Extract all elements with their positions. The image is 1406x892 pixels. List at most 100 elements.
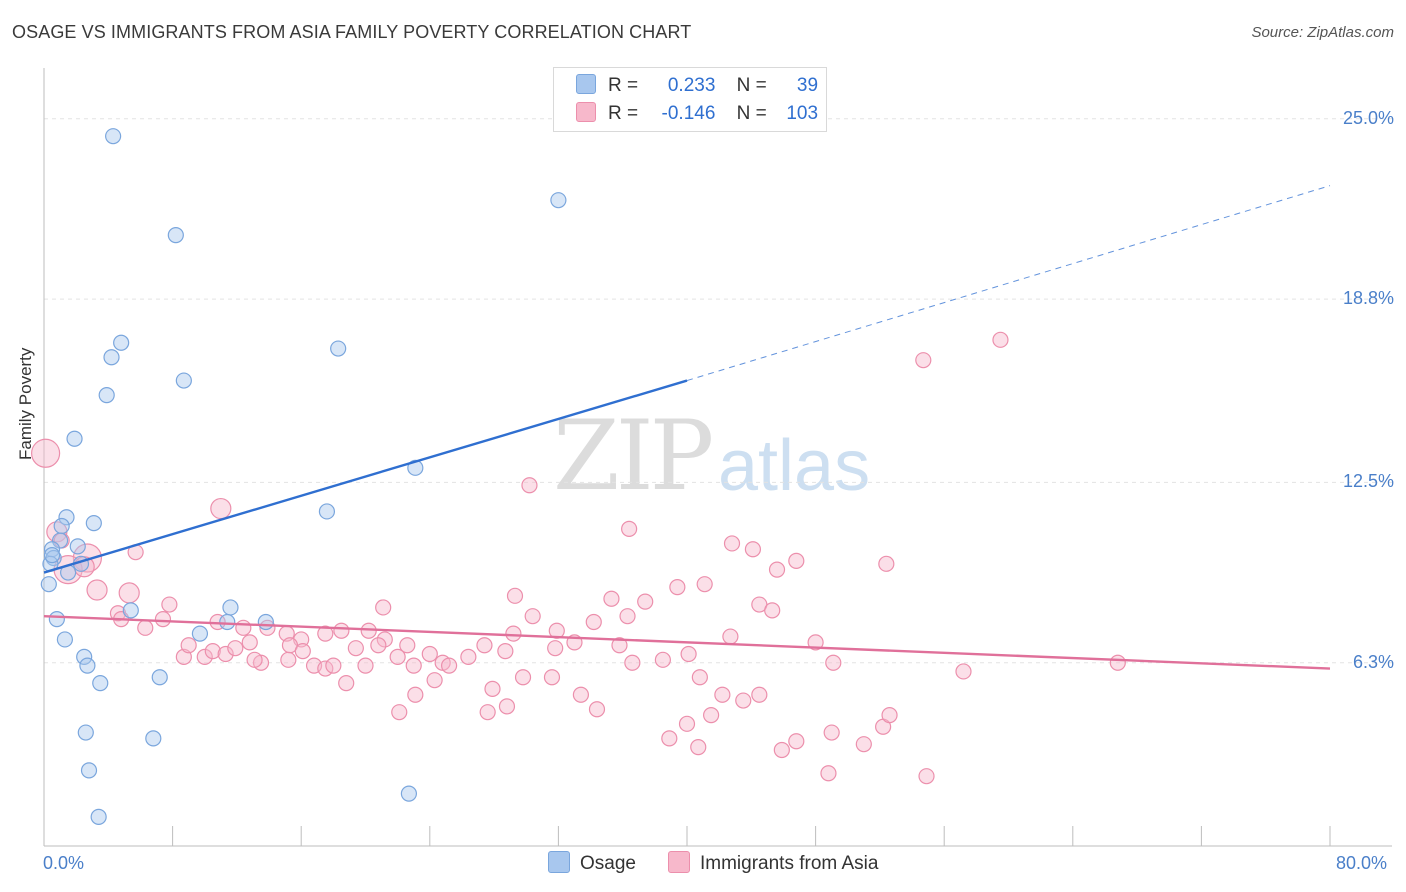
chart-title: OSAGE VS IMMIGRANTS FROM ASIA FAMILY POV…: [12, 22, 692, 42]
immigrants-point: [735, 692, 752, 709]
immigrants-point: [505, 625, 522, 642]
immigrants-point: [637, 593, 654, 610]
osage-point: [145, 730, 162, 747]
n-label: N =: [736, 75, 767, 96]
osage-trend-extension: [686, 185, 1331, 382]
immigrants-point: [460, 648, 477, 666]
osage-point: [175, 372, 192, 389]
immigrants-point: [855, 736, 872, 753]
legend-row-asia: R = -0.146 N = 103: [576, 101, 818, 127]
immigrants-point: [723, 535, 741, 552]
osage-legend-label: Osage: [580, 853, 636, 874]
immigrants-point: [498, 698, 516, 715]
trend-lines: [43, 185, 1331, 670]
immigrants-point: [751, 686, 768, 703]
immigrants-point: [204, 642, 221, 660]
immigrants-point: [484, 680, 501, 698]
asia-legend-icon: [668, 851, 690, 873]
immigrants-point: [210, 497, 232, 520]
axes: [43, 68, 1392, 847]
immigrants-point: [603, 590, 620, 607]
osage-r-value: 0.233: [667, 75, 716, 96]
immigrants-point: [773, 741, 790, 759]
immigrants-point: [1109, 654, 1126, 671]
immigrants-point: [86, 579, 108, 601]
immigrants-point: [479, 704, 496, 721]
immigrants-point: [992, 331, 1009, 348]
y-tick-label: 25.0%: [1342, 107, 1394, 128]
osage-point: [90, 808, 107, 826]
r-label: R =: [608, 103, 639, 124]
osage-point: [98, 386, 115, 404]
bottom-legend-osage[interactable]: Osage: [548, 851, 636, 875]
osage-point: [407, 459, 424, 476]
immigrants-points: [31, 331, 1126, 785]
immigrants-point: [426, 672, 443, 689]
immigrants-point: [669, 578, 686, 596]
immigrants-point: [421, 645, 438, 663]
y-tick-label: 6.3%: [1352, 651, 1394, 672]
immigrants-point: [407, 686, 424, 703]
immigrants-point: [543, 669, 561, 686]
osage-point: [400, 785, 418, 802]
immigrants-point: [825, 654, 842, 671]
correlation-legend: R = 0.233 N = 39 R = -0.146 N = 103: [553, 67, 827, 132]
y-axis-title: Family Poverty: [16, 347, 35, 460]
immigrants-point: [514, 669, 532, 686]
x-tick-label-max: 80.0%: [1336, 853, 1388, 873]
osage-n-value: 39: [796, 75, 819, 96]
immigrants-trend-line: [43, 614, 1331, 670]
immigrants-point: [246, 651, 263, 668]
osage-point: [167, 226, 184, 244]
immigrants-point: [915, 352, 932, 369]
immigrants-point: [807, 634, 824, 651]
y-tick-label: 18.8%: [1342, 288, 1394, 309]
osage-point: [48, 610, 65, 628]
immigrants-point: [521, 477, 538, 494]
immigrants-point: [196, 648, 213, 666]
immigrants-point: [611, 637, 628, 654]
watermark-atlas: atlas: [718, 426, 871, 506]
immigrants-point: [280, 651, 297, 668]
legend-row-osage: R = 0.233 N = 39: [576, 73, 818, 99]
immigrants-point: [497, 642, 514, 660]
osage-point: [58, 509, 75, 526]
osage-point: [76, 648, 93, 666]
osage-points: [40, 128, 567, 826]
immigrants-point: [375, 599, 392, 616]
immigrants-point: [588, 701, 606, 718]
osage-point: [113, 334, 130, 351]
osage-point: [550, 192, 567, 209]
immigrants-point: [31, 438, 61, 468]
osage-point: [257, 613, 274, 631]
watermark-zip: ZIP: [553, 400, 714, 512]
osage-point: [40, 576, 57, 593]
immigrants-point: [476, 637, 493, 654]
immigrants-point: [370, 637, 387, 654]
immigrants-point: [405, 657, 422, 674]
immigrants-point: [788, 733, 805, 750]
osage-point: [43, 546, 61, 564]
osage-point: [69, 538, 86, 555]
immigrants-point: [768, 561, 786, 578]
immigrants-point: [878, 555, 895, 572]
immigrants-point: [703, 706, 720, 724]
immigrants-point: [619, 608, 636, 625]
bottom-legend-asia[interactable]: Immigrants from Asia: [668, 851, 878, 875]
immigrants-point: [227, 640, 244, 657]
immigrants-point: [823, 724, 840, 741]
immigrants-point: [241, 634, 258, 651]
immigrants-point: [524, 608, 541, 625]
immigrants-point: [357, 657, 374, 674]
osage-point: [330, 340, 347, 357]
immigrants-point: [389, 648, 406, 666]
osage-point: [191, 625, 209, 642]
immigrants-point: [654, 651, 671, 668]
immigrants-point: [624, 654, 641, 671]
immigrants-point: [696, 576, 713, 593]
osage-point: [122, 602, 139, 619]
immigrants-point: [764, 602, 781, 619]
osage-point: [105, 128, 122, 145]
asia-r-value: -0.146: [661, 103, 716, 124]
